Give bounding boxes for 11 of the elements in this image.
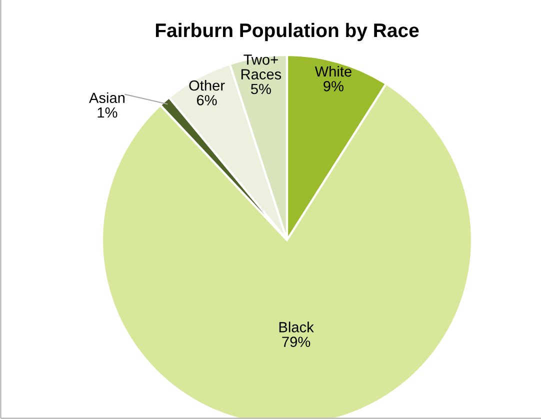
data-label: 79% — [282, 336, 310, 348]
slice-label: White — [314, 66, 352, 77]
data-label: 6% — [196, 95, 217, 106]
slice-label: Black — [279, 322, 314, 332]
slice-label: Two+ Races — [241, 54, 282, 80]
data-label: 1% — [98, 107, 118, 118]
slice-label: Asian — [89, 92, 125, 104]
data-label: 9% — [324, 81, 344, 92]
data-label: 5% — [251, 84, 271, 94]
chart-title: Fairburn Population by Race — [156, 22, 419, 42]
slice-label: Other — [189, 80, 225, 91]
